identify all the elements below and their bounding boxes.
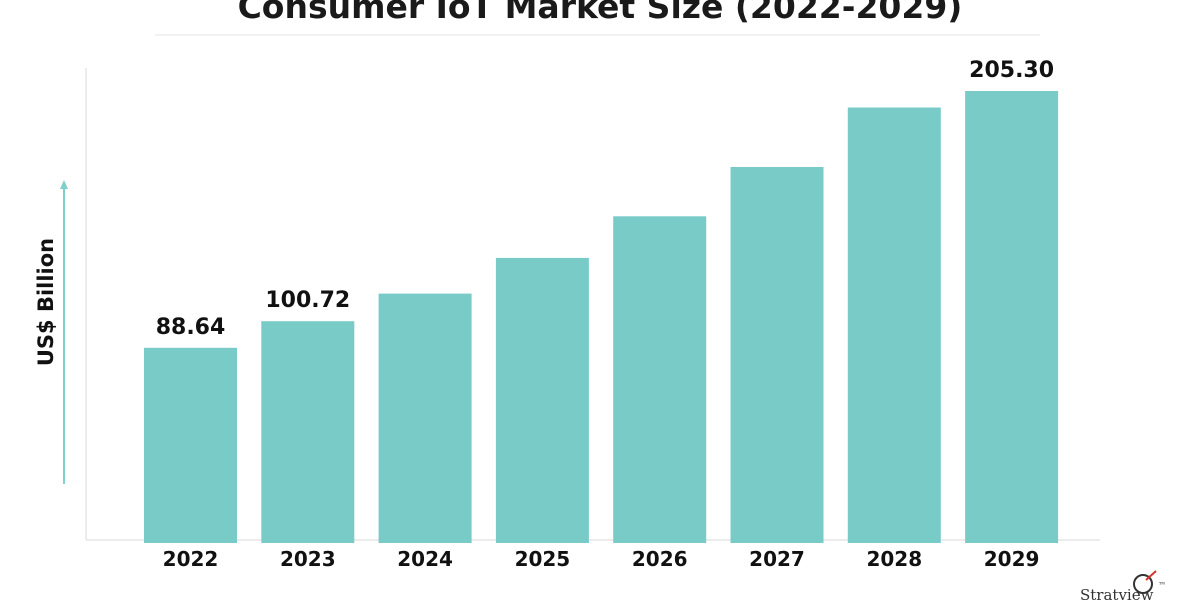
x-tick-label-2028: 2028 xyxy=(866,547,922,571)
logo-icon xyxy=(1133,574,1153,594)
x-tick-label-2027: 2027 xyxy=(749,547,805,571)
x-tick-label-2029: 2029 xyxy=(984,547,1040,571)
value-label-2023: 100.72 xyxy=(265,288,350,313)
bar-2024 xyxy=(378,293,472,543)
bars-group xyxy=(144,91,1059,544)
x-tick-labels-group: 2022 2023 2024 2025 2026 2027 2028 2029 xyxy=(163,547,1040,571)
bar-2027 xyxy=(730,167,824,543)
value-labels-group: 88.64 100.72 205.30 xyxy=(156,58,1054,340)
bar-2025 xyxy=(495,257,589,543)
y-axis-arrow xyxy=(60,180,68,484)
bar-2022 xyxy=(144,347,237,543)
value-label-2022: 88.64 xyxy=(156,315,226,340)
logo-arrow-icon xyxy=(1145,570,1157,581)
y-axis-label: US$ Billion xyxy=(34,238,58,366)
bar-2028 xyxy=(847,107,941,543)
chart-title: Consumer IoT Market Size (2022-2029) xyxy=(238,0,963,26)
value-label-2029: 205.30 xyxy=(969,58,1054,83)
x-tick-label-2022: 2022 xyxy=(163,547,219,571)
bar-2029 xyxy=(965,91,1059,543)
logo-tm: ™ xyxy=(1158,581,1166,590)
x-tick-label-2026: 2026 xyxy=(632,547,688,571)
bar-2023 xyxy=(261,321,355,543)
x-tick-label-2025: 2025 xyxy=(515,547,571,571)
x-tick-label-2023: 2023 xyxy=(280,547,336,571)
bar-2026 xyxy=(613,216,707,544)
x-tick-label-2024: 2024 xyxy=(397,547,453,571)
logo-text: Stratview xyxy=(1080,586,1154,600)
stratview-logo: Stratview ™ xyxy=(1080,570,1166,600)
